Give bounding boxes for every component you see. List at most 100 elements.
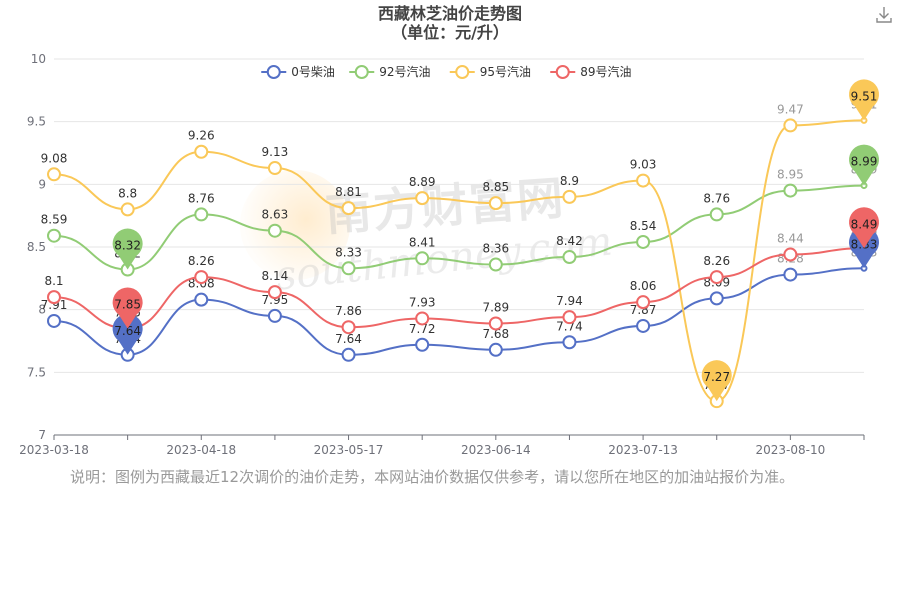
data-label: 8.85: [482, 180, 509, 194]
data-point[interactable]: [120, 202, 135, 217]
chart-title: 西藏林芝油价走势图 （单位：元/升）: [0, 4, 900, 42]
max-marker-3-value: 8.49: [851, 217, 878, 231]
data-point[interactable]: [562, 335, 577, 350]
data-point[interactable]: [267, 223, 282, 238]
y-tick-label: 10: [31, 52, 46, 66]
min-marker-1-value: 8.32: [114, 239, 141, 253]
x-tick-label: 2023-08-10: [755, 443, 825, 457]
data-point[interactable]: [267, 308, 282, 323]
y-tick-label: 9: [38, 177, 46, 191]
data-point[interactable]: [341, 201, 356, 216]
data-label: 8.41: [409, 235, 436, 249]
data-label: 8.26: [703, 254, 730, 268]
y-tick-label: 8.5: [27, 240, 46, 254]
data-point[interactable]: [341, 261, 356, 276]
data-label: 9.03: [630, 158, 657, 172]
chart-title-line2: （单位：元/升）: [391, 23, 509, 42]
data-label: 8.9: [560, 174, 579, 188]
data-point[interactable]: [783, 118, 798, 133]
min-marker-2-value: 7.27: [703, 370, 730, 384]
data-label: 8.76: [188, 191, 215, 205]
max-marker-2-value: 9.51: [851, 89, 878, 103]
min-marker-3-pin: [112, 287, 143, 329]
data-point[interactable]: [341, 347, 356, 362]
data-label: 8.06: [630, 279, 657, 293]
data-point[interactable]: [488, 316, 503, 331]
data-point[interactable]: [636, 318, 651, 333]
data-point[interactable]: [415, 191, 430, 206]
data-label: 7.86: [335, 304, 362, 318]
data-point[interactable]: [267, 161, 282, 176]
chart-title-line1: 西藏林芝油价走势图: [377, 4, 522, 23]
data-label: 8.76: [703, 191, 730, 205]
data-point[interactable]: [636, 173, 651, 188]
data-point[interactable]: [488, 257, 503, 272]
min-marker-1-pin: [112, 228, 143, 270]
data-point[interactable]: [783, 267, 798, 282]
data-label: 8.36: [482, 242, 509, 256]
data-point[interactable]: [636, 234, 651, 249]
data-label: 8.8: [118, 186, 137, 200]
download-icon[interactable]: [876, 6, 892, 24]
legend-marker-0[interactable]: [266, 65, 281, 79]
data-label: 7.91: [41, 298, 68, 312]
data-label: 8.14: [262, 269, 289, 283]
data-label: 7.87: [630, 303, 657, 317]
data-label: 8.42: [556, 234, 583, 248]
chart-note: 说明：图例为西藏最近12次调价的油价走势，本网站油价数据仅供参考，请以您所在地区…: [70, 468, 795, 486]
min-marker-3-value: 7.85: [114, 297, 141, 311]
data-label: 9.08: [41, 151, 68, 165]
data-point[interactable]: [562, 310, 577, 325]
data-point[interactable]: [709, 291, 724, 306]
data-point[interactable]: [488, 196, 503, 211]
data-point[interactable]: [415, 311, 430, 326]
data-label: 8.81: [335, 185, 362, 199]
data-point[interactable]: [488, 342, 503, 357]
legend-label-3: 89号汽油: [580, 64, 631, 79]
data-point[interactable]: [47, 228, 61, 243]
data-label: 9.26: [188, 129, 215, 143]
data-label: 9.13: [262, 145, 289, 159]
legend-marker-1[interactable]: [354, 65, 369, 79]
data-point[interactable]: [709, 207, 724, 222]
y-tick-label: 7.5: [27, 365, 46, 379]
data-point[interactable]: [267, 285, 282, 300]
data-point[interactable]: [194, 144, 209, 159]
data-point[interactable]: [194, 292, 209, 307]
legend-label-2: 95号汽油: [480, 64, 531, 79]
x-tick-label: 2023-06-14: [461, 443, 531, 457]
x-tick-label: 2023-07-13: [608, 443, 678, 457]
data-point[interactable]: [47, 313, 61, 328]
data-point[interactable]: [341, 320, 356, 335]
series-line-3: [53, 247, 865, 330]
data-point[interactable]: [562, 250, 577, 265]
data-label: 7.95: [262, 293, 289, 307]
data-label: 9.47: [777, 102, 804, 116]
data-label: 8.89: [409, 175, 436, 189]
data-label: 7.94: [556, 294, 583, 308]
data-point[interactable]: [415, 251, 430, 266]
data-point[interactable]: [562, 189, 577, 204]
legend-marker-3[interactable]: [555, 65, 570, 79]
legend-label-0: 0号柴油: [291, 65, 335, 79]
data-label: 8.95: [777, 168, 804, 182]
legend-marker-2[interactable]: [455, 65, 470, 79]
series-line-1: [53, 184, 865, 271]
data-point[interactable]: [783, 247, 798, 262]
x-tick-label: 2023-04-18: [166, 443, 236, 457]
min-marker-0-pin: [112, 313, 143, 355]
data-point[interactable]: [194, 207, 209, 222]
data-point[interactable]: [194, 270, 209, 285]
data-point[interactable]: [47, 167, 61, 182]
min-marker-0-value: 7.64: [114, 324, 141, 338]
y-tick-label: 7: [38, 428, 46, 442]
max-marker-1-value: 8.99: [851, 155, 878, 169]
data-point[interactable]: [47, 290, 61, 305]
data-point[interactable]: [709, 270, 724, 285]
data-point[interactable]: [636, 295, 651, 310]
x-tick-label: 2023-03-18: [19, 443, 89, 457]
max-marker-1-pin: [849, 144, 879, 186]
data-point[interactable]: [415, 337, 430, 352]
legend-label-1: 92号汽油: [379, 64, 430, 79]
data-point[interactable]: [783, 183, 798, 198]
